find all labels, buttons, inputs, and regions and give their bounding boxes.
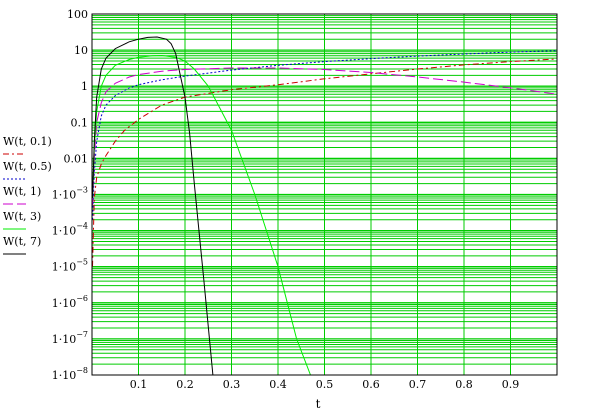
y-tick-label: 1·10−8 [52, 366, 88, 382]
x-tick-label: 0.6 [362, 378, 380, 391]
x-tick-label: 0.5 [316, 378, 334, 391]
y-tick-label: 0.01 [64, 152, 89, 165]
grid-lines [92, 14, 557, 375]
y-tick-label: 1·10−6 [52, 294, 88, 310]
series-line-5 [92, 36, 214, 375]
x-tick-label: 0.8 [455, 378, 473, 391]
series-lines [92, 36, 557, 375]
x-tick-label: 0.9 [502, 378, 520, 391]
legend-label: W(t, 7) [3, 235, 41, 248]
y-tick-label: 1·10−7 [52, 330, 88, 346]
series-line-3 [92, 67, 557, 206]
legend-label: W(t, 0.1) [3, 135, 52, 148]
x-tick-label: 0.2 [176, 378, 194, 391]
legend: W(t, 0.1) W(t, 0.5) W(t, 1) W(t, 3) W(t, 7) [3, 135, 52, 255]
x-tick-label: 0.4 [269, 378, 287, 391]
legend-label: W(t, 3) [3, 210, 41, 223]
series-line-2 [92, 50, 557, 220]
y-tick-label: 1·10−4 [52, 222, 88, 238]
series-line-1 [92, 58, 557, 267]
y-tick-label: 1 [81, 80, 88, 93]
legend-label: W(t, 1) [3, 185, 41, 198]
y-tick-label: 100 [67, 8, 88, 21]
series-line-4 [92, 54, 311, 375]
y-tick-label: 1·10−5 [52, 258, 88, 274]
y-tick-labels: 100 10 1 0.1 0.01 1·10−3 1·10−4 1·10−5 1·10−6 1·1… [52, 8, 88, 382]
x-tick-labels: 0.1 0.2 0.3 0.4 0.5 0.6 0.7 0.8 0.9 [130, 378, 520, 391]
y-tick-label: 1·10−3 [52, 186, 88, 202]
legend-label: W(t, 0.5) [3, 160, 52, 173]
x-tick-label: 0.7 [409, 378, 427, 391]
x-axis-label: t [316, 397, 321, 411]
x-tick-label: 0.3 [223, 378, 241, 391]
y-tick-label: 10 [74, 44, 88, 57]
plot-frame [91, 13, 558, 376]
y-tick-label: 0.1 [71, 116, 89, 129]
x-tick-label: 0.1 [130, 378, 148, 391]
